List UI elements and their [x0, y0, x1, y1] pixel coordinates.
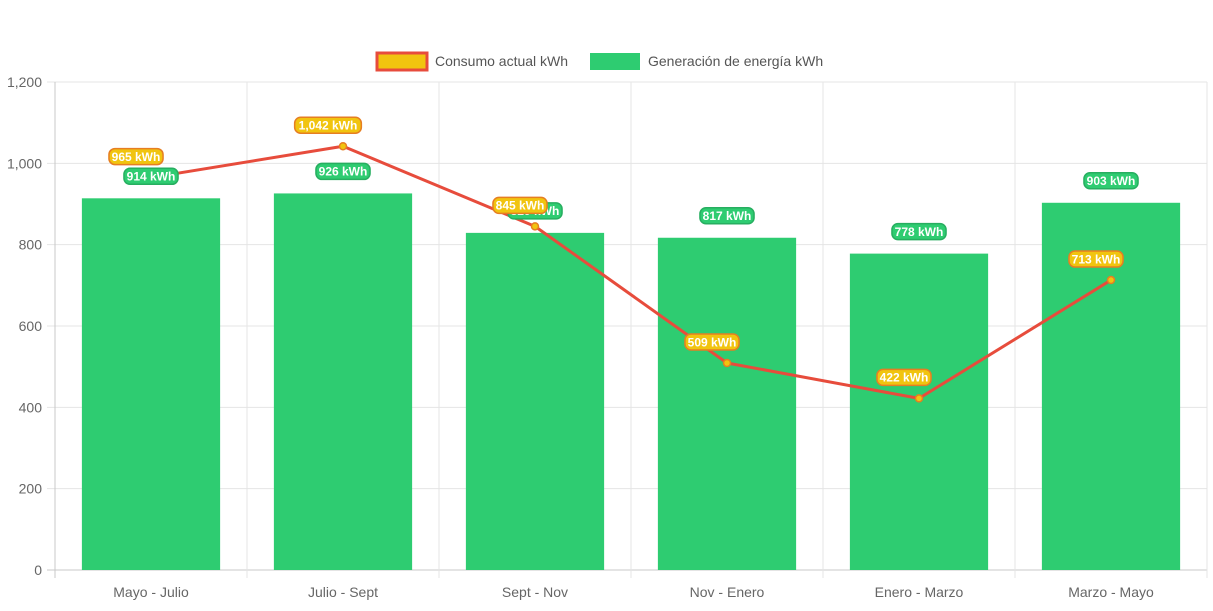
- bar-data-label-text: 914 kWh: [127, 170, 176, 184]
- bar-data-label-bg: [699, 207, 755, 225]
- y-tick-label: 200: [19, 481, 43, 497]
- bar-data-label-bg: [315, 162, 371, 181]
- bar-data-label: 817 kWh: [699, 207, 755, 225]
- line-data-label-text: 422 kWh: [880, 371, 929, 385]
- x-tick-label: Marzo - Mayo: [1068, 584, 1154, 600]
- consumo-point[interactable]: [722, 358, 732, 368]
- line-data-label-text: 1,042 kWh: [299, 119, 358, 133]
- line-data-label-bg: [492, 196, 548, 215]
- x-tick-label: Mayo - Julio: [113, 584, 189, 600]
- line-data-label: 509 kWh: [684, 333, 740, 351]
- line-data-label: 713 kWh: [1068, 250, 1124, 268]
- grid-lines: [47, 81, 1208, 578]
- x-tick-label: Nov - Enero: [690, 584, 765, 600]
- line-data-label-bg: [684, 333, 740, 351]
- consumo-point[interactable]: [914, 394, 924, 403]
- y-tick-label: 1,000: [7, 155, 42, 171]
- line-data-label-text: 713 kWh: [1072, 252, 1121, 266]
- line-data-label-text: 845 kWh: [496, 199, 545, 213]
- bar-data-label-text: 778 kWh: [895, 225, 944, 239]
- line-data-label-text: 965 kWh: [112, 150, 161, 164]
- bar-data-label-text: 817 kWh: [703, 209, 752, 223]
- bar-data-label: 926 kWh: [315, 162, 371, 181]
- bar[interactable]: [657, 237, 797, 570]
- bar-data-label-bg: [1083, 172, 1139, 190]
- x-tick-label: Sept - Nov: [502, 584, 568, 600]
- bar-data-label-bg: [891, 222, 947, 241]
- legend[interactable]: Consumo actual kWh Generación de energía…: [375, 51, 823, 72]
- legend-swatch-generacion[interactable]: [590, 53, 640, 70]
- x-tick-label: Julio - Sept: [308, 584, 378, 600]
- line-data-label-bg: [108, 147, 164, 166]
- line-data-label-bg: [1068, 250, 1124, 268]
- line-data-label: 965 kWh: [108, 147, 164, 166]
- consumo-point[interactable]: [338, 142, 348, 151]
- y-tick-label: 400: [19, 399, 43, 415]
- legend-label-generacion[interactable]: Generación de energía kWh: [648, 53, 823, 69]
- line-data-label-bg: [876, 368, 932, 387]
- bar[interactable]: [81, 198, 221, 570]
- line-data-label: 422 kWh: [876, 368, 932, 387]
- bar-data-label-text: 926 kWh: [319, 165, 368, 179]
- x-tick-label: Enero - Marzo: [875, 584, 964, 600]
- bar-data-label: 903 kWh: [1083, 172, 1139, 190]
- bar[interactable]: [273, 193, 413, 570]
- y-tick-label: 600: [19, 318, 43, 334]
- y-tick-label: 0: [34, 562, 42, 578]
- consumo-point[interactable]: [530, 222, 540, 231]
- y-tick-label: 1,200: [7, 74, 42, 90]
- line-data-label: 1,042 kWh: [293, 116, 363, 135]
- bar-data-label: 778 kWh: [891, 222, 947, 241]
- line-data-label-bg: [293, 116, 363, 135]
- legend-swatch-consumo[interactable]: [375, 51, 429, 72]
- consumo-line: [150, 144, 1112, 400]
- bar-data-label-text: 903 kWh: [1087, 174, 1136, 188]
- line-data-label-text: 509 kWh: [688, 335, 737, 349]
- bar-data-label: 914 kWh: [123, 167, 179, 186]
- y-tick-label: 800: [19, 237, 43, 253]
- bar[interactable]: [465, 232, 605, 570]
- bar[interactable]: [849, 253, 989, 570]
- line-data-label: 845 kWh: [492, 196, 548, 215]
- consumo-point[interactable]: [1106, 275, 1116, 285]
- legend-label-consumo[interactable]: Consumo actual kWh: [435, 53, 568, 69]
- bar-data-label-bg: [123, 167, 179, 186]
- axes: 0 200 400 600 800 1,000 1,200 Mayo - Julio Julio…: [7, 74, 1154, 600]
